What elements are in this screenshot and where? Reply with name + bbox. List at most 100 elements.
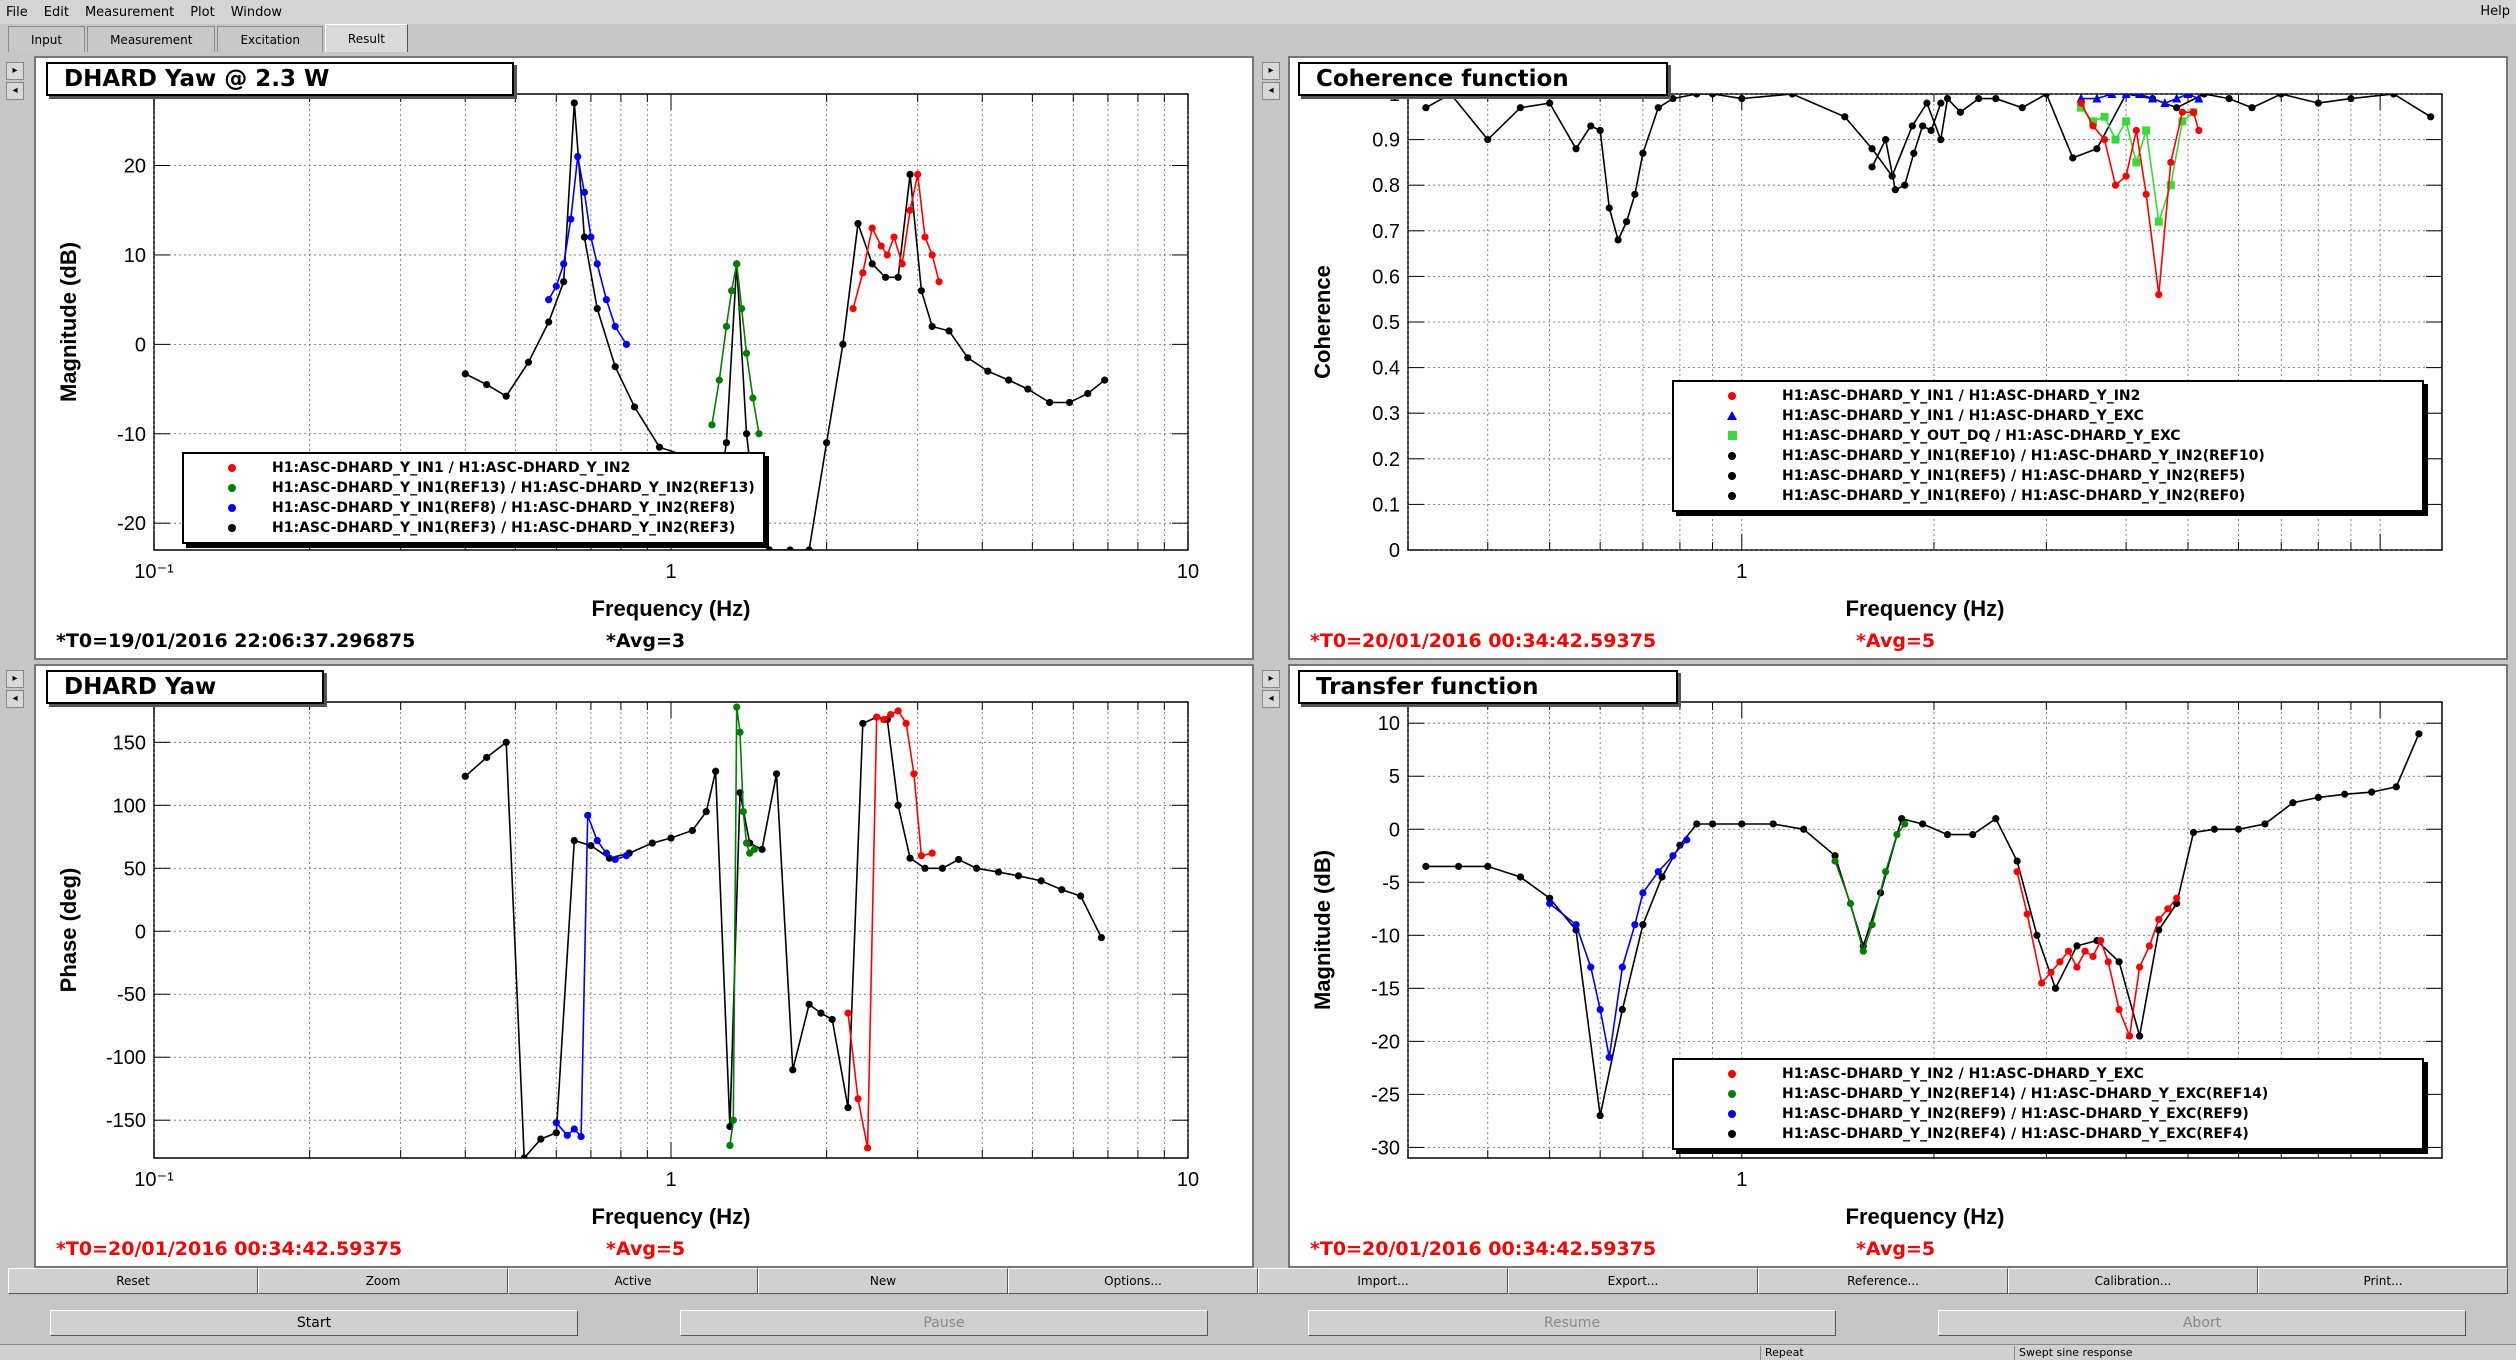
menu-measurement[interactable]: Measurement <box>84 4 175 20</box>
data-point <box>537 1135 545 1143</box>
data-point <box>859 269 867 277</box>
data-point <box>2077 103 2086 112</box>
data-point <box>2038 979 2046 987</box>
data-point <box>739 807 747 816</box>
x-tick-label: 10⁻¹ <box>134 561 174 583</box>
data-point <box>2195 126 2203 135</box>
data-point <box>1901 181 1909 189</box>
data-point <box>611 363 619 371</box>
plot-pad-phase[interactable]: -150 -100 -50 0 50 100 150 10⁻¹ 1 10 Frequency (Hz… <box>34 664 1254 1268</box>
data-point <box>2056 958 2064 966</box>
reset-button[interactable]: Reset <box>8 1268 258 1294</box>
data-point <box>2154 217 2163 226</box>
phase-chart: -150 -100 -50 0 50 100 150 10⁻¹ 1 10 Frequency (Hz… <box>56 701 1199 1229</box>
import-button[interactable]: Import... <box>1258 1268 1508 1294</box>
menu-plot[interactable]: Plot <box>190 4 215 20</box>
data-point <box>805 546 813 550</box>
data-point <box>868 224 876 232</box>
plot-pad-coherence[interactable]: 00.10.20.30.40.50.60.70.80.911Frequency … <box>1288 56 2508 660</box>
arrow-right-icon[interactable]: ▸ <box>1262 670 1280 688</box>
data-point <box>1618 1005 1626 1014</box>
plot-controls: Reset Zoom Active New Options... Import.… <box>8 1268 2508 1298</box>
data-point <box>1037 877 1045 885</box>
arrow-left-icon[interactable]: ◂ <box>6 690 24 708</box>
tab-measurement[interactable]: Measurement <box>87 26 216 52</box>
calibration-button[interactable]: Calibration... <box>2008 1268 2258 1294</box>
menu-window[interactable]: Window <box>230 4 282 20</box>
data-point <box>917 852 925 860</box>
data-point <box>817 1009 825 1017</box>
legend-entry: H1:ASC-DHARD_Y_IN1(REF5) / H1:ASC-DHARD_… <box>1682 466 2414 486</box>
arrow-right-icon[interactable]: ▸ <box>6 62 24 80</box>
data-point <box>587 233 595 241</box>
data-point <box>520 1154 528 1158</box>
plot-legend: H1:ASC-DHARD_Y_IN2 / H1:ASC-DHARD_Y_EXC … <box>1672 1058 2424 1150</box>
legend-marker-icon <box>1728 1070 1736 1078</box>
export-button[interactable]: Export... <box>1508 1268 1758 1294</box>
reference-button[interactable]: Reference... <box>1758 1268 2008 1294</box>
data-point <box>928 322 936 331</box>
pause-button[interactable]: Pause <box>680 1310 1208 1336</box>
tab-excitation[interactable]: Excitation <box>217 26 323 52</box>
data-point <box>994 868 1003 876</box>
data-point <box>2225 94 2233 103</box>
data-point <box>1923 99 1931 107</box>
data-point <box>2132 126 2140 135</box>
active-button[interactable]: Active <box>508 1268 758 1294</box>
legend-marker-icon <box>1728 392 1736 400</box>
data-point <box>726 1141 734 1150</box>
tab-input[interactable]: Input <box>8 26 86 52</box>
new-button[interactable]: New <box>758 1268 1008 1294</box>
data-point <box>906 170 914 179</box>
data-point <box>1975 94 1983 103</box>
abort-button[interactable]: Abort <box>1938 1310 2466 1336</box>
menu-file[interactable]: File <box>6 4 28 20</box>
data-point <box>1572 145 1580 153</box>
data-point <box>545 318 553 326</box>
data-point <box>2097 937 2105 945</box>
tab-result[interactable]: Result <box>324 24 408 52</box>
data-point <box>887 710 895 719</box>
resume-button[interactable]: Resume <box>1308 1310 1836 1336</box>
y-tick-label: -5 <box>1382 872 1400 894</box>
data-point <box>1676 841 1684 849</box>
data-point <box>1738 820 1746 828</box>
y-tick-label: 0 <box>135 334 146 356</box>
zoom-button[interactable]: Zoom <box>258 1268 508 1294</box>
legend-entry: H1:ASC-DHARD_Y_IN1(REF10) / H1:ASC-DHARD… <box>1682 446 2414 466</box>
data-point <box>863 1144 872 1152</box>
arrow-right-icon[interactable]: ▸ <box>1262 62 1280 80</box>
data-point <box>868 260 876 268</box>
x-tick-label: 1 <box>1736 1169 1747 1191</box>
options-button[interactable]: Options... <box>1008 1268 1258 1294</box>
y-tick-label: 0.4 <box>1372 358 1400 380</box>
data-point <box>894 273 902 281</box>
data-point <box>1084 389 1092 398</box>
y-tick-label: 0.8 <box>1372 175 1400 197</box>
legend-marker-icon <box>228 504 236 512</box>
arrow-left-icon[interactable]: ◂ <box>1262 690 1280 708</box>
print-button[interactable]: Print... <box>2258 1268 2508 1294</box>
data-point <box>890 233 898 241</box>
data-point <box>545 296 553 304</box>
data-point <box>921 864 929 872</box>
start-button[interactable]: Start <box>50 1310 578 1336</box>
arrow-left-icon[interactable]: ◂ <box>6 82 24 100</box>
data-point <box>1065 398 1074 407</box>
data-point <box>2077 99 2085 107</box>
data-point <box>894 801 902 809</box>
data-point <box>2173 104 2181 112</box>
plot-pad-magnitude[interactable]: -20 -10 0 10 20 10⁻¹ 1 10 Frequency (Hz) Magnitud… <box>34 56 1254 660</box>
data-point <box>1969 830 1977 839</box>
plot-pad-transfer[interactable]: -30 -25 -20 -15 -10 -5 0 5 10 1 Frequency (Hz) Magn… <box>1288 664 2508 1268</box>
data-point <box>2111 135 2120 144</box>
menu-edit[interactable]: Edit <box>43 4 69 20</box>
menu-help[interactable]: Help <box>2480 4 2510 19</box>
arrow-left-icon[interactable]: ◂ <box>1262 82 1280 100</box>
y-tick-label: 150 <box>113 732 146 754</box>
avg-label: *Avg=5 <box>1856 1238 1936 1260</box>
data-point <box>2189 828 2198 837</box>
arrow-right-icon[interactable]: ▸ <box>6 670 24 688</box>
data-point <box>2104 958 2112 966</box>
x-tick-label: 1 <box>1736 561 1747 583</box>
